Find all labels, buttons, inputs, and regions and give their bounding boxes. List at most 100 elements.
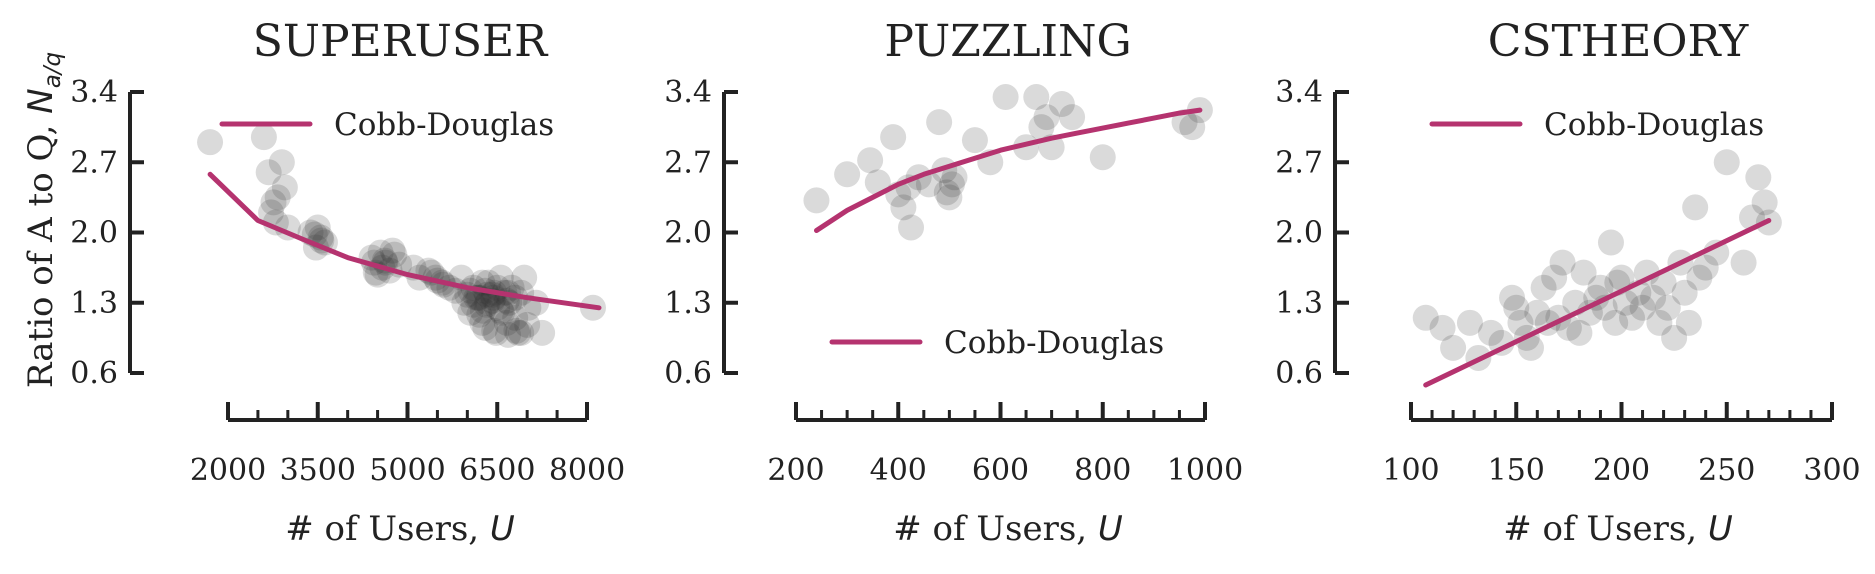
data-point bbox=[1530, 274, 1557, 301]
data-point bbox=[197, 129, 224, 156]
data-point bbox=[1640, 284, 1667, 311]
data-point bbox=[1682, 194, 1709, 221]
x-tick-label: 1000 bbox=[1167, 453, 1243, 488]
data-point bbox=[803, 187, 830, 214]
data-point bbox=[1440, 334, 1467, 361]
data-point bbox=[1089, 144, 1116, 171]
x-axis-label-cstheory: # of Users, U bbox=[1503, 509, 1733, 549]
legend-cstheory: Cobb-Douglas bbox=[1429, 107, 1764, 143]
x-tick-label: 100 bbox=[1382, 453, 1439, 488]
y-axis-label: Ratio of A to Q, Na/q bbox=[21, 52, 66, 388]
y-tick-label: 0.6 bbox=[70, 356, 118, 391]
data-point bbox=[502, 304, 529, 331]
plot-area-puzzling: 0.6 1.3 2.0 2.7 3.4 200 400 600 800 1000 Cobb-Doug… bbox=[664, 75, 1243, 488]
data-point bbox=[469, 309, 496, 336]
y-tick-label: 1.3 bbox=[70, 286, 118, 321]
data-point bbox=[479, 281, 506, 308]
x-tick-label: 150 bbox=[1488, 453, 1545, 488]
x-tick-label: 400 bbox=[870, 453, 927, 488]
data-point bbox=[260, 189, 287, 216]
y-tick-label: 2.7 bbox=[1275, 145, 1323, 180]
data-point bbox=[1570, 259, 1597, 286]
data-point bbox=[495, 321, 522, 348]
data-point bbox=[1713, 149, 1740, 176]
data-point bbox=[264, 184, 291, 211]
x-tick-label: 800 bbox=[1074, 453, 1131, 488]
data-point bbox=[1619, 304, 1646, 331]
data-point bbox=[487, 264, 514, 291]
data-point bbox=[1654, 294, 1681, 321]
data-point bbox=[1608, 264, 1635, 291]
x-tick-label: 6500 bbox=[459, 453, 535, 488]
x-tick-label: 600 bbox=[972, 453, 1029, 488]
legend-label: Cobb-Douglas bbox=[1544, 107, 1764, 143]
data-point bbox=[857, 147, 884, 174]
x-tick-label: 3500 bbox=[280, 453, 356, 488]
data-point bbox=[466, 301, 493, 328]
x-tick-label: 2000 bbox=[190, 453, 266, 488]
data-point bbox=[473, 291, 500, 318]
data-point bbox=[514, 311, 541, 338]
panel-puzzling: PUZZLING 0.6 1.3 2.0 2.7 3.4 200 400 600 800 1000… bbox=[664, 16, 1243, 549]
cobb-douglas-line bbox=[207, 171, 602, 311]
data-point bbox=[505, 319, 532, 346]
data-point bbox=[1524, 299, 1551, 326]
data-point bbox=[898, 214, 925, 241]
y-tick-label: 2.0 bbox=[1275, 216, 1323, 251]
data-point bbox=[1048, 91, 1075, 118]
data-point bbox=[489, 299, 516, 326]
data-point bbox=[1730, 249, 1757, 276]
legend-puzzling: Cobb-Douglas bbox=[829, 325, 1164, 361]
data-point bbox=[1587, 274, 1614, 301]
data-point bbox=[484, 294, 511, 321]
data-point bbox=[487, 297, 514, 324]
y-tick-label: 2.7 bbox=[70, 145, 118, 180]
data-point bbox=[1429, 314, 1456, 341]
data-point bbox=[304, 214, 331, 241]
data-point bbox=[926, 109, 953, 136]
data-point bbox=[474, 289, 501, 316]
data-point bbox=[941, 164, 968, 191]
data-point bbox=[1633, 259, 1660, 286]
chart-title-superuser: SUPERUSER bbox=[253, 16, 549, 67]
plot-area-cstheory: 0.6 1.3 2.0 2.7 3.4 100 150 200 250 300 Cobb-Dougl… bbox=[1275, 75, 1860, 488]
data-point bbox=[1629, 294, 1656, 321]
data-point bbox=[1692, 254, 1719, 281]
data-point bbox=[367, 239, 394, 266]
data-point bbox=[938, 171, 965, 198]
data-point bbox=[1456, 309, 1483, 336]
data-point bbox=[992, 84, 1019, 111]
legend-label: Cobb-Douglas bbox=[334, 107, 554, 143]
x-tick-label: 8000 bbox=[549, 453, 625, 488]
data-point bbox=[1412, 304, 1439, 331]
x-axis-label-superuser: # of Users, U bbox=[285, 509, 515, 549]
data-point bbox=[451, 289, 478, 316]
data-point bbox=[1661, 324, 1688, 351]
data-point bbox=[250, 124, 277, 151]
data-point bbox=[1507, 309, 1534, 336]
data-point bbox=[1517, 334, 1544, 361]
data-point bbox=[271, 174, 298, 201]
legend-superuser: Cobb-Douglas bbox=[219, 107, 554, 143]
data-point bbox=[890, 194, 917, 221]
chart-title-cstheory: CSTHEORY bbox=[1488, 16, 1749, 67]
data-point bbox=[1566, 319, 1593, 346]
x-axis-label-puzzling: # of Users, U bbox=[893, 509, 1123, 549]
data-point bbox=[460, 291, 487, 318]
data-point bbox=[1675, 309, 1702, 336]
data-point bbox=[457, 299, 484, 326]
y-tick-label: 1.3 bbox=[1275, 286, 1323, 321]
y-tick-label: 1.3 bbox=[664, 286, 712, 321]
data-point bbox=[1179, 114, 1206, 141]
panel-superuser: SUPERUSER 0.6 1.3 2.0 2.7 3.4 2000 3500 5000 650… bbox=[70, 16, 625, 549]
data-point bbox=[936, 184, 963, 211]
data-point bbox=[1033, 104, 1060, 131]
x-tick-label: 5000 bbox=[369, 453, 445, 488]
data-point bbox=[1751, 189, 1778, 216]
data-point bbox=[880, 124, 907, 151]
data-point bbox=[1499, 284, 1526, 311]
data-point bbox=[268, 149, 295, 176]
data-point bbox=[1023, 84, 1050, 111]
data-point bbox=[1541, 264, 1568, 291]
data-point bbox=[529, 319, 556, 346]
